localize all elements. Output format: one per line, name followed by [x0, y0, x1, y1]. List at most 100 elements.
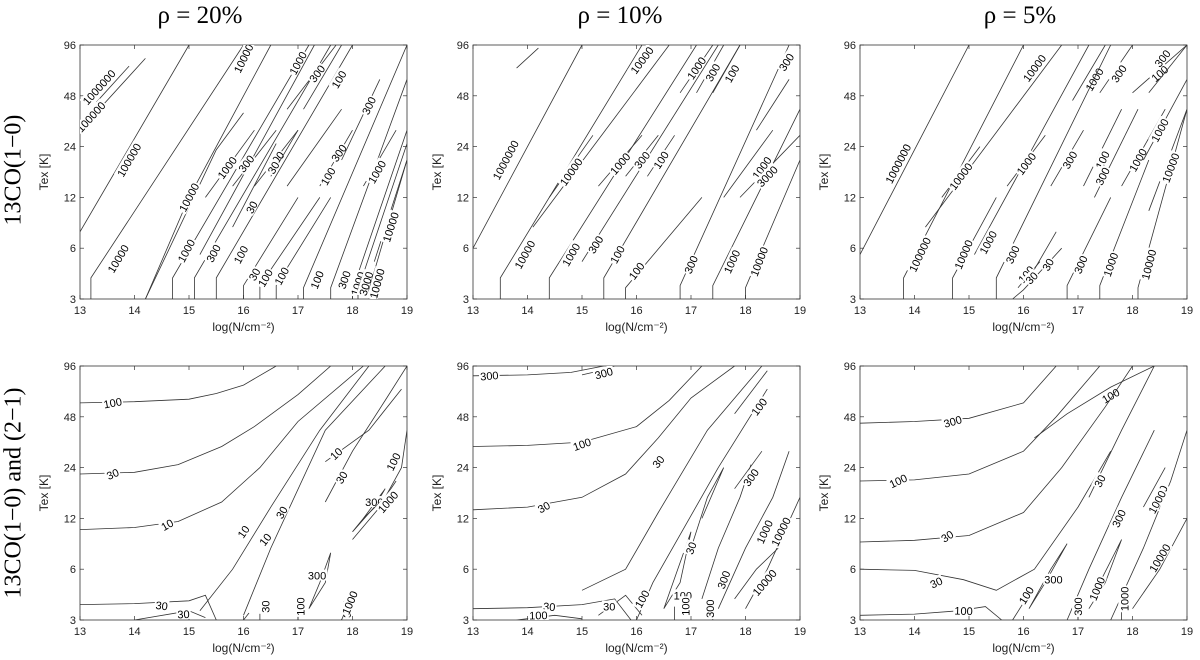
- contour-label-bg: [356, 269, 375, 298]
- contour-label-bg: [753, 517, 775, 547]
- y-tick-label: 24: [64, 463, 76, 475]
- contour-line: [603, 45, 741, 299]
- contour-label-bg: [720, 246, 742, 276]
- y-tick-label: 6: [70, 564, 76, 576]
- y-tick-label: 96: [64, 40, 76, 52]
- contour-label-bg: [927, 574, 945, 591]
- contour-label: 10: [159, 517, 176, 534]
- contour-label: 30: [1041, 257, 1058, 274]
- column-title-3: ρ = 5%: [983, 2, 1057, 29]
- contour-label-bg: [272, 503, 290, 522]
- y-axis-label: Tex [K]: [817, 475, 831, 512]
- x-tick-label: 15: [963, 305, 975, 317]
- contour-label-bg: [606, 149, 633, 178]
- contour-label: 100: [296, 597, 308, 615]
- contour-label-bg: [335, 268, 353, 292]
- contour-label: 300: [742, 467, 762, 489]
- contour-label: 30: [244, 199, 260, 215]
- contour-line: [330, 79, 407, 299]
- contour-line: [952, 197, 997, 299]
- contour-line: [473, 598, 632, 620]
- x-tick-label: 16: [237, 305, 249, 317]
- contour-line: [1072, 45, 1106, 101]
- y-axis-label: Tex [K]: [817, 154, 831, 191]
- contour-line: [974, 45, 1090, 255]
- contour-label-bg: [1148, 62, 1171, 85]
- contour-label-bg: [1022, 268, 1041, 287]
- contour-line: [1132, 518, 1187, 609]
- y-tick-label: 24: [844, 463, 856, 475]
- x-tick-label: 17: [292, 305, 304, 317]
- contour-label: 300: [308, 571, 326, 583]
- x-tick-label: 17: [685, 626, 697, 638]
- contour-label: 1000: [176, 238, 198, 265]
- y-tick-label: 3: [463, 615, 469, 627]
- contour-line: [734, 370, 768, 415]
- contour-line: [286, 108, 342, 187]
- contour-line: [734, 450, 763, 489]
- contour-label-bg: [489, 137, 521, 183]
- contour-line: [80, 366, 277, 404]
- contour-line: [243, 197, 299, 299]
- contour-line: [717, 451, 790, 609]
- y-tick-label: 96: [844, 361, 856, 373]
- contour-label: 1000: [561, 241, 584, 268]
- contour-label-bg: [976, 227, 999, 257]
- y-tick-label: 12: [64, 513, 76, 525]
- contour-label-bg: [1109, 506, 1128, 530]
- x-tick-label: 18: [739, 626, 751, 638]
- contour-line: [734, 547, 779, 600]
- contour-label-bg: [1145, 487, 1168, 517]
- contour-label-bg: [230, 242, 251, 267]
- contour-label: 300: [237, 153, 258, 175]
- contour-label: 100000: [115, 142, 144, 180]
- x-tick-label: 13: [854, 626, 866, 638]
- contour-line: [80, 594, 217, 620]
- y-tick-label: 96: [457, 361, 469, 373]
- contour-label-bg: [478, 369, 500, 382]
- contour-label: 30: [260, 600, 272, 612]
- contour-label: 300: [337, 269, 354, 290]
- contour-line: [860, 366, 1133, 543]
- contour-label-bg: [1159, 150, 1182, 185]
- contour-label-bg: [374, 487, 401, 516]
- contour-group: 1000000100000100000100001000010000100010…: [80, 42, 407, 299]
- contour-label-bg: [1059, 148, 1080, 172]
- y-tick-label: 48: [457, 412, 469, 424]
- contour-label: 1000: [288, 50, 310, 77]
- x-tick-label: 18: [1126, 626, 1138, 638]
- contour-label-bg: [1086, 574, 1107, 604]
- contour-label: 10000: [558, 156, 585, 188]
- contour-label: 10000: [513, 239, 538, 272]
- contour-label-bg: [154, 598, 170, 612]
- contour-label-bg: [235, 151, 257, 175]
- contour-line: [1148, 45, 1187, 94]
- contour-line: [860, 606, 1002, 620]
- contour-label-bg: [259, 599, 271, 614]
- contour-label-bg: [1148, 115, 1171, 145]
- contour-label-bg: [379, 209, 401, 245]
- contour-line: [303, 45, 407, 299]
- contour-label-bg: [306, 61, 328, 85]
- contour-label: 1000: [722, 248, 743, 275]
- contour-line: [532, 45, 670, 228]
- column-title-1: ρ = 20%: [157, 2, 243, 29]
- x-tick-label: 14: [128, 626, 140, 638]
- contour-label-bg: [1092, 148, 1112, 172]
- contour-label-bg: [740, 465, 762, 489]
- x-axis-label: log(N/cm⁻²): [605, 641, 667, 655]
- contour-label: 1000: [1150, 117, 1172, 144]
- contour-label-bg: [1039, 255, 1056, 274]
- contour-label: 10000: [232, 42, 256, 75]
- x-tick-label: 15: [183, 305, 195, 317]
- contour-line: [473, 45, 583, 249]
- contour-label: 10: [328, 446, 345, 463]
- x-tick-label: 19: [794, 626, 806, 638]
- contour-line: [80, 45, 190, 233]
- contour-label-bg: [748, 394, 770, 419]
- panel-row1-col3: 13 14 15 16 17 18 19 3 6 12 24 48 96 log(N/cm⁻²) Tex […: [817, 40, 1193, 334]
- y-tick-label: 96: [457, 40, 469, 52]
- contour-label-bg: [332, 468, 350, 487]
- x-tick-label: 16: [1017, 626, 1029, 638]
